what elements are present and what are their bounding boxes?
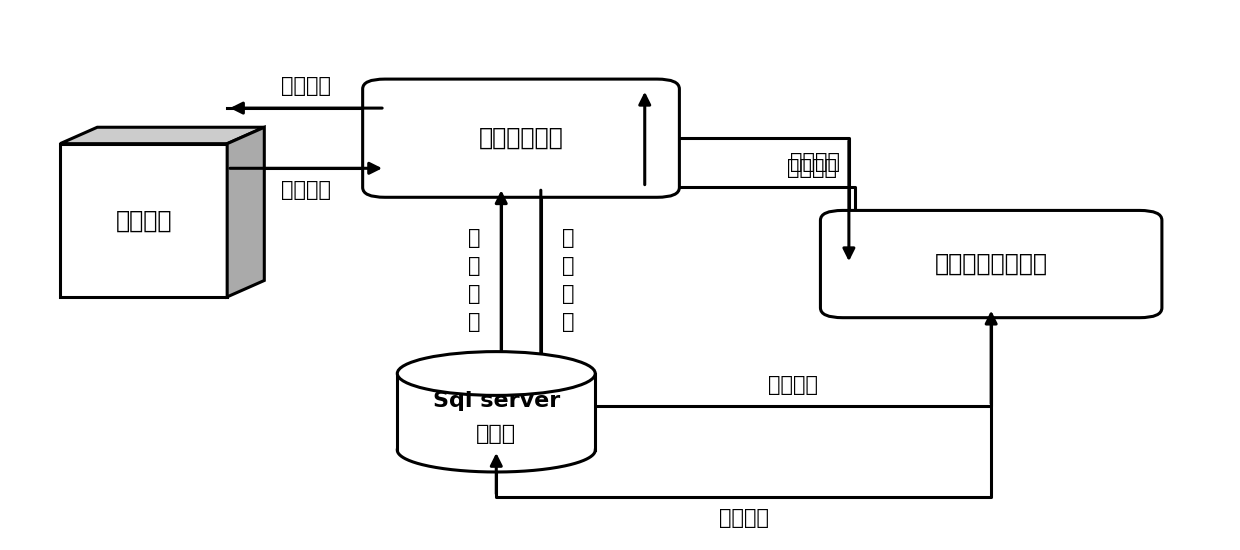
- FancyBboxPatch shape: [362, 79, 680, 197]
- Text: Sql server
数据库: Sql server 数据库: [433, 391, 560, 444]
- Text: 保
存
数
据: 保 存 数 据: [562, 228, 574, 332]
- FancyBboxPatch shape: [821, 211, 1162, 318]
- Text: 参数设置: 参数设置: [281, 76, 331, 96]
- Text: 测量数据: 测量数据: [281, 180, 331, 200]
- Text: 监控维护集成模块: 监控维护集成模块: [935, 252, 1048, 276]
- Polygon shape: [61, 127, 264, 144]
- Polygon shape: [397, 373, 595, 450]
- Text: 数据采集模块: 数据采集模块: [479, 126, 563, 150]
- Text: 读
取
参
数: 读 取 参 数: [467, 228, 480, 332]
- Text: 发送命令: 发送命令: [786, 158, 837, 178]
- Text: 历史数据: 历史数据: [769, 376, 818, 395]
- Ellipse shape: [397, 428, 595, 472]
- Text: 实时数据: 实时数据: [790, 152, 839, 172]
- Polygon shape: [61, 144, 227, 297]
- Polygon shape: [227, 127, 264, 297]
- Text: 采集设备: 采集设备: [115, 208, 172, 232]
- Ellipse shape: [397, 351, 595, 395]
- Text: 参数配置: 参数配置: [719, 508, 769, 527]
